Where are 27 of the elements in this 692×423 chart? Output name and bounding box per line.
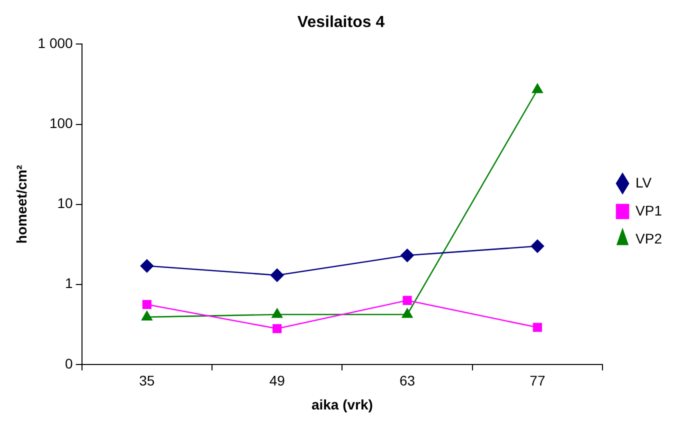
point bbox=[142, 310, 152, 320]
y-tick-label: 100 bbox=[49, 115, 74, 132]
y-tick-label: 1 000 bbox=[38, 35, 74, 52]
y-tick-label: 1 bbox=[65, 275, 74, 292]
point bbox=[140, 259, 154, 273]
chart-title: Vesilaitos 4 bbox=[297, 14, 385, 32]
point bbox=[400, 248, 414, 262]
legend-label: LV bbox=[636, 174, 652, 190]
y-tick-label: 10 bbox=[57, 195, 74, 212]
point bbox=[142, 300, 152, 310]
legend-label: VP2 bbox=[636, 230, 662, 246]
x-tick-label: 77 bbox=[530, 372, 546, 389]
x-tick-label: 63 bbox=[399, 372, 416, 389]
y-axis-title: homeet/cm² bbox=[13, 164, 30, 244]
y-tick-label: 0 bbox=[65, 355, 74, 372]
legend-label: VP1 bbox=[636, 202, 662, 218]
point bbox=[402, 308, 413, 318]
point bbox=[532, 84, 543, 94]
point bbox=[402, 296, 412, 305]
point bbox=[270, 268, 284, 282]
point bbox=[272, 324, 282, 334]
x-tick-label: 49 bbox=[269, 372, 286, 389]
point bbox=[530, 240, 544, 253]
x-tick-label: 35 bbox=[139, 372, 155, 389]
point bbox=[532, 322, 542, 332]
x-axis-title: aika (vrk) bbox=[311, 396, 373, 412]
point bbox=[272, 308, 283, 318]
